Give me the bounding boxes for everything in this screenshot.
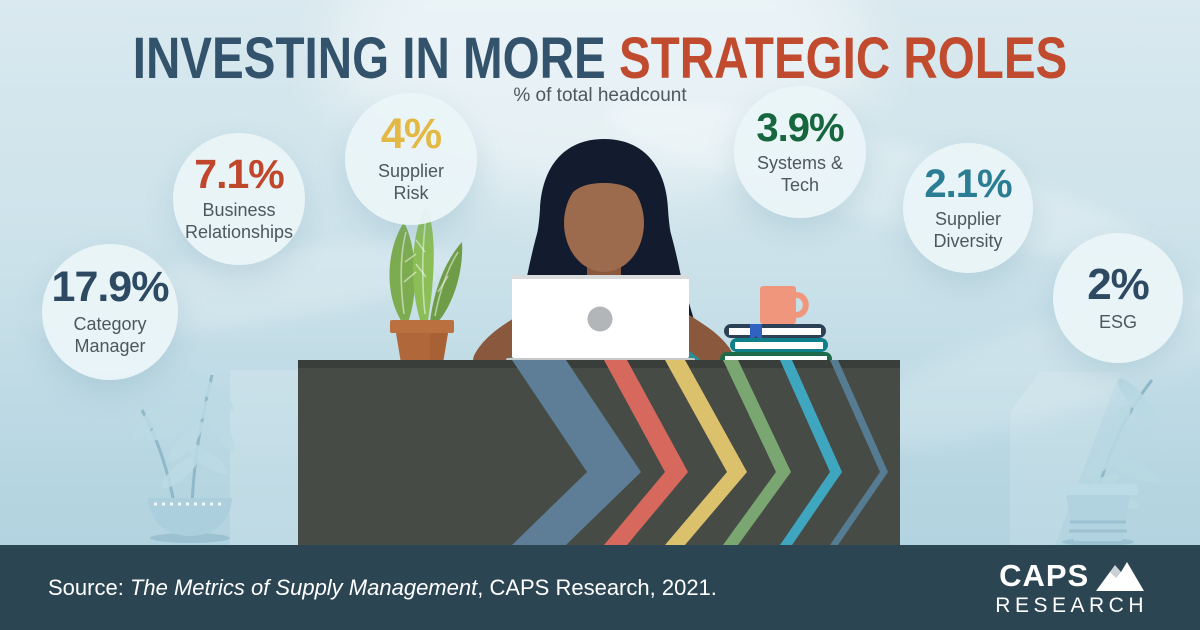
plant-icon (389, 206, 463, 375)
title-part-red: STRATEGIC ROLES (618, 26, 1068, 91)
stat-value: 2% (1087, 259, 1150, 309)
stat-label: Supplier Diversity (933, 209, 1002, 253)
stat-label: ESG (1099, 312, 1137, 334)
background-plant-left (133, 370, 308, 545)
stat-label-line: Supplier (934, 208, 1002, 229)
page-title: INVESTING IN MORE STRATEGIC ROLES (108, 30, 1092, 88)
source-suffix: , CAPS Research, 2021. (477, 574, 717, 600)
stat-bubble-supplier-diversity: 2.1% Supplier Diversity (903, 143, 1033, 273)
stat-label-line: Category (73, 314, 147, 335)
face (564, 174, 644, 272)
stat-value: 2.1% (924, 161, 1012, 206)
stat-value: 3.9% (756, 105, 844, 150)
stat-value: 7.1% (194, 151, 284, 198)
source-citation: Source: The Metrics of Supply Management… (48, 575, 717, 601)
logo-caps-text: CAPS (999, 557, 1090, 593)
stat-value: 4% (380, 110, 442, 159)
stat-label-line: ESG (1098, 311, 1137, 332)
stat-bubble-category-manager: 17.9% Category Manager (42, 244, 178, 380)
mug-handle (795, 292, 809, 318)
stat-label-line: Tech (780, 174, 820, 195)
laptop-icon (506, 275, 695, 367)
chevron-arrows (512, 360, 888, 545)
books-and-mug-icon (720, 286, 832, 366)
stat-label-line: Manager (74, 336, 146, 356)
stat-label: Supplier Risk (378, 161, 444, 205)
mountain-icon (1096, 561, 1145, 591)
desk (298, 360, 900, 545)
logo-research-text: RESEARCH (995, 593, 1148, 617)
stat-label: Business Relationships (185, 200, 293, 244)
title-part-navy: INVESTING IN MORE (132, 26, 619, 91)
stat-label-line: Supplier (377, 161, 445, 182)
chart-subtitle: % of total headcount (513, 85, 687, 106)
stat-label-line: Risk (393, 183, 429, 203)
source-title-italic: The Metrics of Supply Management (129, 574, 478, 600)
mug-icon (760, 286, 796, 324)
stat-label: Systems & Tech (757, 153, 843, 197)
stat-bubble-business-relationships: 7.1% Business Relationships (173, 133, 305, 265)
stat-label-line: Business (202, 200, 276, 221)
stat-bubble-supplier-risk: 4% Supplier Risk (345, 93, 477, 225)
laptop-logo (587, 306, 613, 332)
stat-label: Category Manager (73, 314, 146, 358)
stat-label-line: Relationships (184, 222, 294, 242)
stat-value: 17.9% (51, 263, 170, 312)
stat-bubble-systems-tech: 3.9% Systems & Tech (734, 86, 866, 218)
stat-label-line: Systems & (756, 152, 844, 173)
background-plant-right (1010, 372, 1169, 545)
caps-research-logo: CAPS RESEARCH (995, 560, 1148, 616)
source-prefix: Source: (48, 574, 130, 600)
hair-fringe (564, 154, 644, 217)
stat-bubble-esg: 2% ESG (1053, 233, 1183, 363)
footer-bar: Source: The Metrics of Supply Management… (0, 545, 1200, 630)
stat-label-line: Diversity (933, 230, 1003, 251)
